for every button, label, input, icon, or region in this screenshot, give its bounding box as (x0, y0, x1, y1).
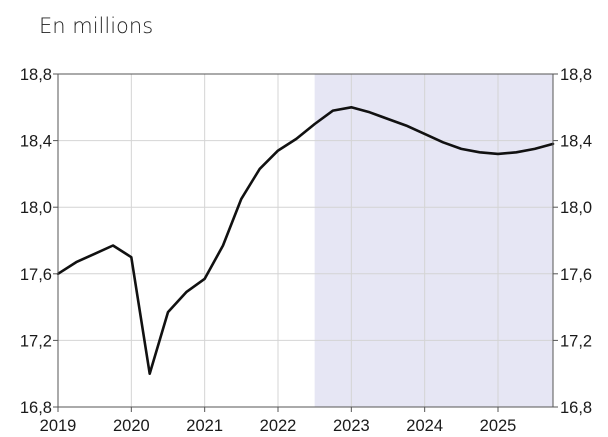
y-tick-label-right: 17,2 (560, 332, 592, 350)
tick-label-layer: 2019 2020 2021 2022 2023 2024 2025 18,8 18,4 18,0… (20, 66, 592, 435)
plot-frame (57, 73, 554, 408)
x-tick-label: 2025 (480, 417, 517, 435)
y-tick-label-right: 18,8 (560, 66, 592, 84)
series-line (56, 106, 555, 376)
unit-label: En millions (39, 14, 154, 38)
y-tick-label-right: 16,8 (560, 399, 592, 417)
x-tick-label: 2019 (40, 417, 77, 435)
projection-shade (314, 74, 553, 407)
y-tick-label-left: 17,6 (20, 266, 52, 284)
x-tick-label: 2024 (406, 417, 443, 435)
y-tick-label-right: 18,0 (560, 199, 592, 217)
x-tick-label: 2020 (113, 417, 150, 435)
y-tick-label-right: 18,4 (560, 133, 592, 151)
y-tick-label-left: 18,0 (20, 199, 52, 217)
plot-frame-layer (53, 73, 558, 412)
x-tick-label: 2021 (186, 417, 223, 435)
projection-shade-layer (314, 74, 553, 407)
y-tick-label-left: 17,2 (20, 332, 52, 350)
y-tick-label-right: 17,6 (560, 266, 592, 284)
y-tick-label-left: 16,8 (20, 399, 52, 417)
x-tick-label: 2023 (333, 417, 370, 435)
x-tick-label: 2022 (260, 417, 297, 435)
y-tick-label-left: 18,8 (20, 66, 52, 84)
series-layer (56, 106, 555, 376)
grid-layer (58, 74, 553, 407)
y-tick-label-left: 18,4 (20, 133, 52, 151)
